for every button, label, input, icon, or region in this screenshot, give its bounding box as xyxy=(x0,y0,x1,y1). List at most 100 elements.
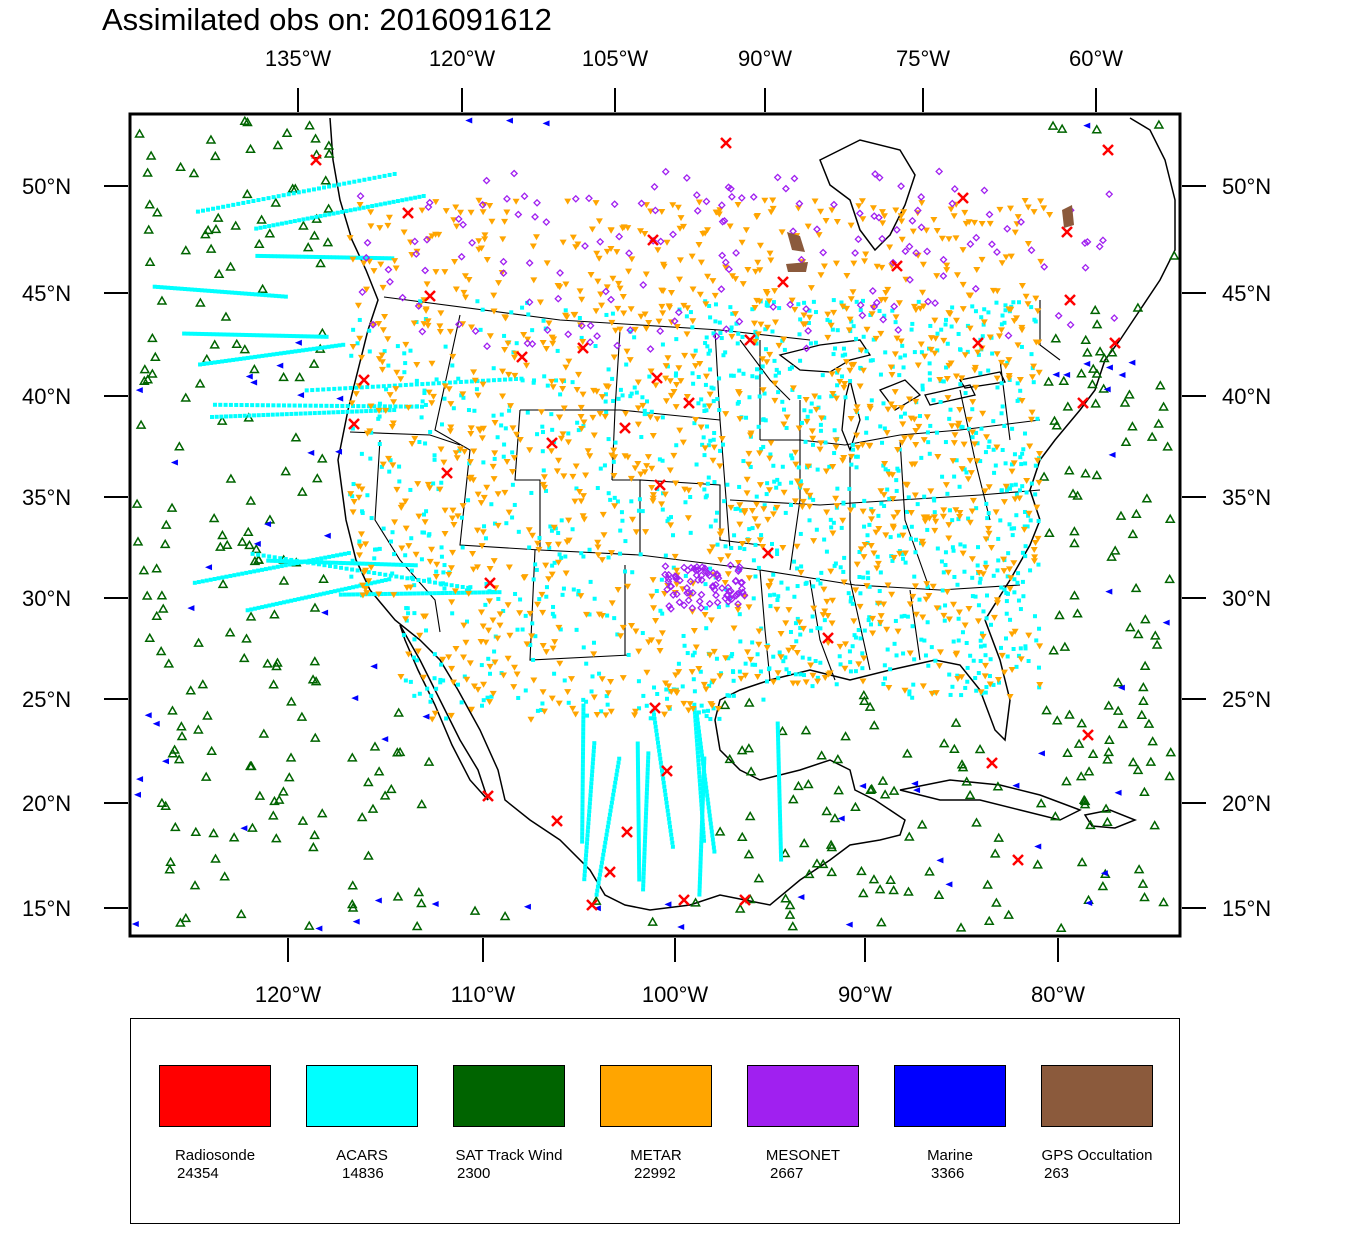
metar-marker xyxy=(375,356,383,363)
metar-marker xyxy=(986,334,994,341)
sat-track-wind-marker xyxy=(131,498,143,508)
metar-marker xyxy=(661,491,669,498)
metar-marker xyxy=(697,424,705,431)
acars-marker xyxy=(935,331,940,336)
acars-marker xyxy=(706,805,711,810)
acars-marker xyxy=(636,817,641,822)
acars-marker xyxy=(978,638,983,643)
acars-marker xyxy=(829,525,834,530)
acars-marker xyxy=(750,374,755,379)
metar-marker xyxy=(743,476,751,483)
acars-marker xyxy=(480,378,485,383)
metar-marker xyxy=(469,566,477,573)
metar-marker xyxy=(859,678,867,685)
acars-marker xyxy=(832,428,837,433)
metar-marker xyxy=(534,601,542,608)
acars-marker xyxy=(717,320,722,325)
acars-marker xyxy=(979,315,984,320)
acars-marker xyxy=(835,370,840,375)
metar-marker xyxy=(868,509,876,516)
metar-marker xyxy=(479,425,487,432)
acars-marker xyxy=(850,644,855,649)
metar-marker xyxy=(810,538,818,545)
acars-marker xyxy=(1029,305,1034,310)
acars-marker xyxy=(580,787,585,792)
acars-marker xyxy=(850,442,855,447)
acars-marker xyxy=(588,793,593,798)
acars-marker xyxy=(318,592,323,597)
acars-marker xyxy=(557,552,562,557)
acars-marker xyxy=(1026,513,1031,518)
acars-marker xyxy=(544,585,549,590)
acars-marker xyxy=(223,358,228,363)
acars-marker xyxy=(927,451,932,456)
acars-marker xyxy=(1000,404,1005,409)
acars-marker xyxy=(905,509,910,514)
acars-marker xyxy=(741,371,746,376)
acars-marker xyxy=(460,590,465,595)
acars-marker xyxy=(636,849,641,854)
metar-marker xyxy=(441,530,449,537)
metar-marker xyxy=(548,571,556,578)
metar-marker xyxy=(643,669,651,676)
mesonet-marker xyxy=(503,194,511,203)
metar-marker xyxy=(669,202,677,209)
acars-marker xyxy=(432,676,437,681)
metar-marker xyxy=(744,266,752,273)
metar-marker xyxy=(791,449,799,456)
metar-marker xyxy=(649,495,657,502)
acars-marker xyxy=(1021,594,1026,599)
acars-marker xyxy=(198,362,203,367)
acars-marker xyxy=(291,561,296,566)
metar-marker xyxy=(1040,205,1048,212)
acars-marker xyxy=(960,425,965,430)
acars-marker xyxy=(1020,484,1025,489)
acars-marker xyxy=(311,593,316,598)
metar-marker xyxy=(402,616,410,623)
acars-marker xyxy=(610,796,615,801)
sat-track-wind-marker xyxy=(1147,736,1158,746)
acars-marker xyxy=(206,207,211,212)
acars-marker xyxy=(1003,461,1008,466)
acars-marker xyxy=(939,327,944,332)
mesonet-marker xyxy=(610,200,619,209)
acars-marker xyxy=(360,510,365,515)
metar-marker xyxy=(467,706,475,713)
metar-marker xyxy=(354,483,362,490)
acars-marker xyxy=(919,455,924,460)
sat-track-wind-marker xyxy=(1091,469,1103,480)
acars-marker xyxy=(212,402,217,407)
mesonet-marker xyxy=(581,242,589,250)
acars-marker xyxy=(777,797,782,802)
sat-track-wind-marker xyxy=(1069,538,1080,548)
acars-marker xyxy=(754,341,759,346)
acars-marker xyxy=(355,592,360,597)
metar-marker xyxy=(953,272,961,279)
metar-marker xyxy=(577,593,585,600)
lat-label-left: 40°N xyxy=(22,384,71,409)
acars-marker xyxy=(669,515,674,520)
gps-occultation-marker xyxy=(1062,205,1074,228)
acars-marker xyxy=(317,410,322,415)
acars-marker xyxy=(880,440,885,445)
metar-marker xyxy=(495,280,503,287)
mesonet-marker xyxy=(454,215,463,223)
acars-marker xyxy=(417,440,422,445)
acars-marker xyxy=(533,634,538,639)
metar-marker xyxy=(736,416,744,423)
acars-marker xyxy=(343,386,348,391)
sat-track-wind-marker xyxy=(309,656,321,666)
sat-track-wind-marker xyxy=(982,879,993,889)
acars-marker xyxy=(360,561,365,566)
acars-marker xyxy=(1022,524,1027,529)
acars-marker xyxy=(311,557,316,562)
acars-marker xyxy=(499,412,504,417)
acars-marker xyxy=(699,806,704,811)
metar-marker xyxy=(824,334,832,341)
metar-marker xyxy=(1024,204,1032,211)
metar-marker xyxy=(695,665,703,672)
sat-track-wind-marker xyxy=(347,880,359,890)
sat-track-wind-marker xyxy=(1080,334,1092,344)
acars-marker xyxy=(410,577,415,582)
acars-marker xyxy=(693,718,698,723)
